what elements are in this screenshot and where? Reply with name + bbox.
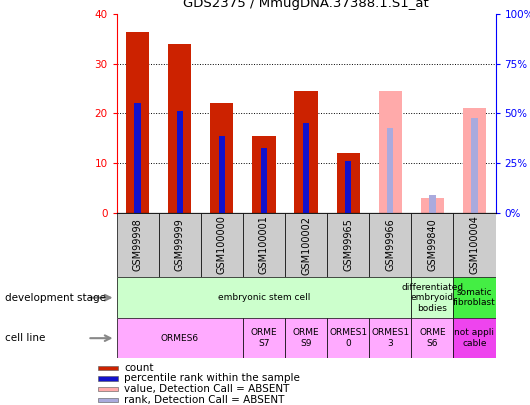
Bar (327, 213, 369, 277)
Text: value, Detection Call = ABSENT: value, Detection Call = ABSENT (125, 384, 290, 394)
Bar (327, 318, 369, 358)
Text: GSM99999: GSM99999 (175, 219, 185, 271)
Text: GSM99966: GSM99966 (385, 219, 395, 271)
Text: differentiated
embryoid
bodies: differentiated embryoid bodies (401, 283, 463, 313)
Text: ORMES1
0: ORMES1 0 (329, 328, 367, 348)
Text: cell line: cell line (5, 333, 46, 343)
Bar (243, 213, 285, 277)
Bar (387, 128, 393, 213)
Bar (303, 123, 309, 213)
Bar (201, 213, 243, 277)
Bar (429, 195, 436, 213)
Bar (135, 104, 141, 213)
Bar (369, 213, 411, 277)
Text: not appli
cable: not appli cable (455, 328, 494, 348)
Bar (411, 213, 454, 277)
Bar (454, 213, 496, 277)
Text: rank, Detection Call = ABSENT: rank, Detection Call = ABSENT (125, 395, 285, 405)
Bar (379, 91, 402, 213)
Bar (98, 366, 118, 370)
Bar (285, 213, 327, 277)
Bar (345, 160, 351, 213)
Bar (117, 277, 411, 318)
Text: GSM100004: GSM100004 (470, 215, 480, 275)
Bar (295, 91, 317, 213)
Bar (243, 318, 285, 358)
Text: embryonic stem cell: embryonic stem cell (218, 293, 310, 302)
Bar (337, 153, 360, 213)
Bar (158, 213, 201, 277)
Bar (285, 318, 327, 358)
Bar (463, 109, 486, 213)
Text: GSM99965: GSM99965 (343, 219, 353, 271)
Bar (176, 111, 183, 213)
Bar (98, 398, 118, 402)
Text: ORMES1
3: ORMES1 3 (371, 328, 409, 348)
Bar (252, 136, 276, 213)
Bar (98, 387, 118, 391)
Bar (421, 198, 444, 213)
Title: GDS2375 / MmugDNA.37388.1.S1_at: GDS2375 / MmugDNA.37388.1.S1_at (183, 0, 429, 10)
Text: ORMES6: ORMES6 (161, 334, 199, 343)
Bar (168, 44, 191, 213)
Bar (210, 104, 233, 213)
Bar (369, 318, 411, 358)
Bar (471, 118, 478, 213)
Text: percentile rank within the sample: percentile rank within the sample (125, 373, 300, 384)
Text: development stage: development stage (5, 293, 107, 303)
Bar (261, 148, 267, 213)
Text: ORME
S7: ORME S7 (251, 328, 277, 348)
Text: GSM100000: GSM100000 (217, 215, 227, 275)
Text: count: count (125, 363, 154, 373)
Text: ORME
S9: ORME S9 (293, 328, 320, 348)
Bar (411, 318, 454, 358)
Text: GSM99998: GSM99998 (132, 219, 143, 271)
Text: somatic
fibroblast: somatic fibroblast (453, 288, 496, 307)
Bar (117, 213, 158, 277)
Bar (219, 136, 225, 213)
Bar (454, 277, 496, 318)
Text: GSM99840: GSM99840 (427, 219, 437, 271)
Bar (117, 318, 243, 358)
Bar (454, 318, 496, 358)
Bar (98, 376, 118, 381)
Text: ORME
S6: ORME S6 (419, 328, 446, 348)
Text: GSM100002: GSM100002 (301, 215, 311, 275)
Bar (126, 32, 149, 213)
Text: GSM100001: GSM100001 (259, 215, 269, 275)
Bar (411, 277, 454, 318)
